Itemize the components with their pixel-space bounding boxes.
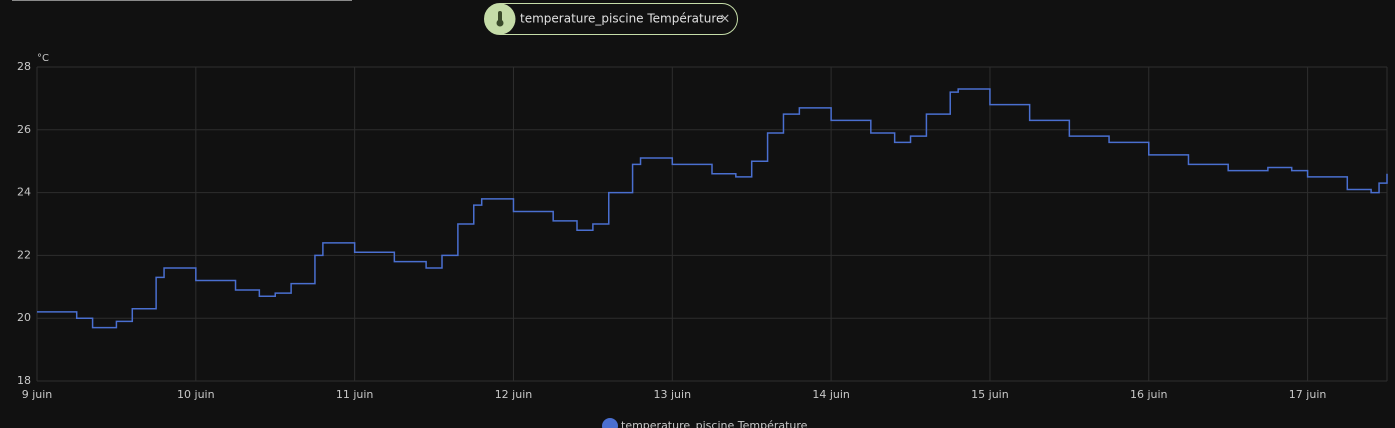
x-tick-label: 12 juin [495, 388, 533, 401]
y-axis-unit: °C [37, 53, 49, 64]
y-tick-label: 18 [17, 374, 31, 387]
x-tick-label: 15 juin [971, 388, 1009, 401]
x-tick-label: 10 juin [177, 388, 215, 401]
entity-chip[interactable]: temperature_piscine Température × [484, 3, 738, 35]
thermometer-bulb [496, 19, 504, 27]
y-tick-label: 22 [17, 248, 31, 261]
y-tick-label: 24 [17, 186, 31, 199]
x-tick-label: 14 juin [812, 388, 850, 401]
y-tick-label: 20 [17, 311, 31, 324]
x-tick-label: 16 juin [1130, 388, 1168, 401]
x-tick-label: 17 juin [1289, 388, 1327, 401]
temperature-line [37, 88, 1388, 329]
chip-close[interactable]: × [720, 12, 731, 27]
y-tick-label: 26 [17, 123, 31, 136]
thermometer-icon [498, 11, 502, 22]
x-tick-label: 13 juin [654, 388, 692, 401]
legend-label: temperature_piscine Température [621, 419, 808, 428]
x-tick-label: 9 juin [22, 388, 53, 401]
legend-swatch [602, 418, 618, 428]
x-tick-label: 11 juin [336, 388, 374, 401]
y-tick-label: 28 [17, 60, 31, 73]
chip-label: temperature_piscine Température [520, 12, 723, 26]
